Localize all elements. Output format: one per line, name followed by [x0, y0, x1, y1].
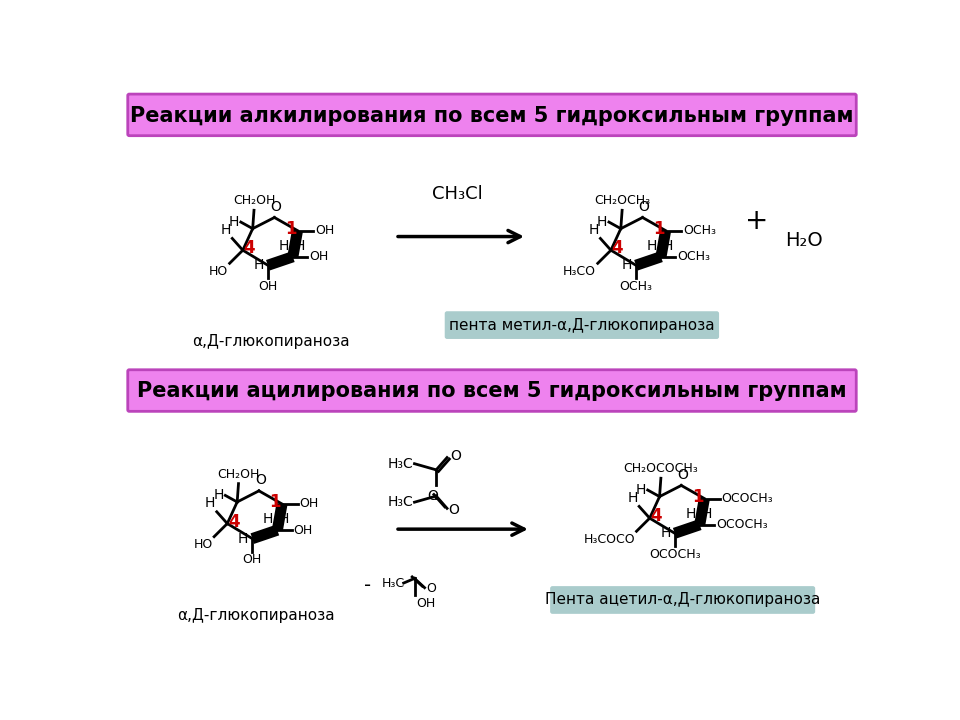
Text: H: H — [701, 507, 711, 521]
Text: H: H — [278, 513, 289, 526]
FancyBboxPatch shape — [128, 370, 856, 411]
Text: H: H — [295, 239, 304, 253]
Text: 4: 4 — [244, 239, 255, 257]
FancyBboxPatch shape — [550, 586, 815, 614]
Text: H: H — [228, 215, 239, 229]
Text: OH: OH — [309, 251, 328, 264]
Text: пента метил-α,Д-глюкопираноза: пента метил-α,Д-глюкопираноза — [449, 318, 714, 333]
Text: O: O — [448, 503, 460, 517]
Text: H: H — [588, 223, 599, 237]
Text: H: H — [636, 483, 646, 497]
Text: OCOCH₃: OCOCH₃ — [649, 548, 701, 561]
Text: H₃C: H₃C — [382, 577, 405, 590]
Text: HO: HO — [209, 265, 228, 278]
Text: H: H — [278, 239, 289, 253]
Text: O: O — [678, 467, 688, 482]
Text: OCOCH₃: OCOCH₃ — [722, 492, 774, 505]
Text: CH₂OCOCH₃: CH₂OCOCH₃ — [623, 462, 698, 475]
Text: OH: OH — [300, 498, 319, 510]
Text: HO: HO — [193, 538, 212, 552]
Text: 4: 4 — [651, 507, 662, 525]
Text: OH: OH — [258, 280, 277, 293]
Text: H: H — [253, 258, 264, 272]
Text: H₃C: H₃C — [387, 456, 413, 471]
Text: O: O — [450, 449, 461, 463]
Text: H₂O: H₂O — [784, 231, 823, 250]
Text: 1: 1 — [653, 220, 664, 238]
Text: O: O — [426, 582, 436, 595]
Text: OH: OH — [416, 597, 435, 610]
Text: Реакции алкилирования по всем 5 гидроксильным группам: Реакции алкилирования по всем 5 гидрокси… — [131, 106, 853, 126]
Text: 1: 1 — [692, 487, 704, 505]
Text: OCH₃: OCH₃ — [619, 280, 653, 293]
Text: CH₂OCH₃: CH₂OCH₃ — [594, 194, 650, 207]
Text: H: H — [204, 496, 215, 510]
Text: 4: 4 — [228, 513, 240, 531]
FancyBboxPatch shape — [444, 311, 719, 339]
Text: CH₃Cl: CH₃Cl — [432, 185, 483, 203]
Text: CH₂OH: CH₂OH — [233, 194, 276, 207]
Text: H: H — [221, 223, 230, 237]
Text: α,Д-глюкопираноза: α,Д-глюкопираноза — [192, 334, 350, 349]
Text: OH: OH — [315, 224, 334, 237]
Text: H₃COCO: H₃COCO — [584, 533, 635, 546]
Text: Реакции ацилирования по всем 5 гидроксильным группам: Реакции ацилирования по всем 5 гидроксил… — [137, 382, 847, 401]
Text: H: H — [660, 526, 671, 540]
Text: α,Д-глюкопираноза: α,Д-глюкопираноза — [177, 608, 334, 624]
Text: OCH₃: OCH₃ — [683, 224, 716, 237]
Text: OH: OH — [294, 523, 313, 536]
Text: OH: OH — [243, 553, 262, 566]
Text: H: H — [627, 491, 637, 505]
Text: OCH₃: OCH₃ — [677, 251, 710, 264]
FancyBboxPatch shape — [128, 94, 856, 135]
Text: 4: 4 — [612, 239, 623, 257]
Text: O: O — [427, 489, 439, 503]
Text: H: H — [213, 488, 224, 503]
Text: H: H — [597, 215, 608, 229]
Text: H: H — [662, 239, 673, 253]
Text: CH₂OH: CH₂OH — [217, 467, 260, 480]
Text: -: - — [365, 576, 372, 595]
Text: H: H — [685, 507, 696, 521]
Text: +: + — [745, 207, 769, 235]
Text: 1: 1 — [270, 493, 281, 511]
Text: H₃C: H₃C — [387, 495, 413, 509]
Text: O: O — [271, 199, 281, 214]
Text: Пента ацетил-α,Д-глюкопираноза: Пента ацетил-α,Д-глюкопираноза — [545, 593, 821, 608]
Text: H: H — [647, 239, 657, 253]
Text: H₃CO: H₃CO — [564, 265, 596, 278]
Text: OCOCH₃: OCOCH₃ — [716, 518, 767, 531]
Text: H: H — [238, 531, 249, 546]
Text: H: H — [622, 258, 632, 272]
Text: 1: 1 — [285, 220, 297, 238]
Text: O: O — [255, 473, 266, 487]
Text: O: O — [638, 199, 650, 214]
Text: H: H — [263, 512, 274, 526]
